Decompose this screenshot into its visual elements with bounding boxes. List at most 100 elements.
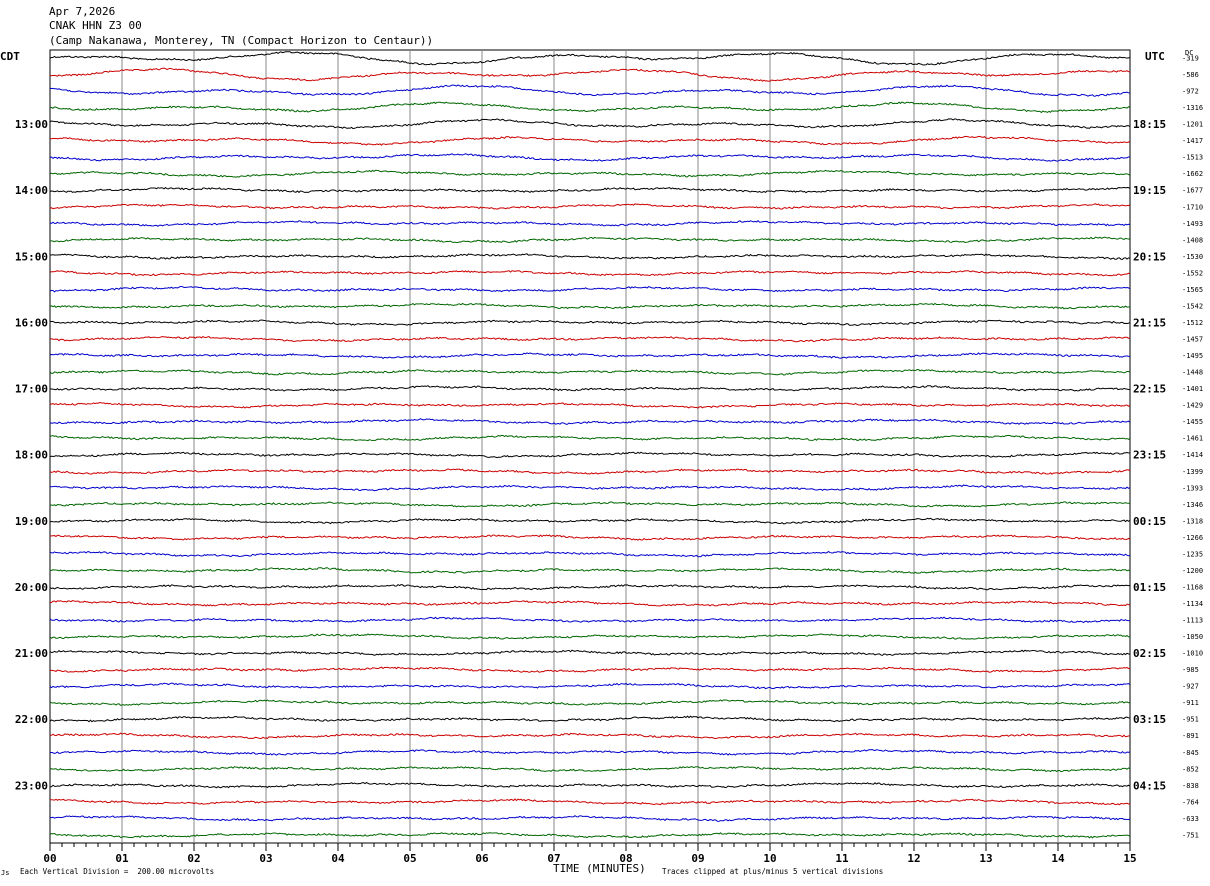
x-tick-label: 13 [979,852,992,865]
dc-offset-label: -751 [1182,831,1199,839]
seismic-trace [49,302,1131,310]
seismic-trace [49,253,1131,260]
dc-offset-label: -1710 [1182,203,1203,211]
dc-offset-label: -1346 [1182,501,1203,509]
left-hour-label: 23:00 [15,779,48,792]
x-tick-label: 08 [619,852,632,865]
dc-offset-label: -1677 [1182,187,1203,195]
seismic-trace [49,748,1131,756]
seismic-trace [49,51,1131,66]
dc-offset-label: -1266 [1182,534,1203,542]
x-tick-label: 11 [835,852,849,865]
seismic-trace [49,418,1131,425]
dc-offset-label: -1513 [1182,154,1203,162]
dc-offset-label: -1318 [1182,517,1203,525]
seismic-trace [49,798,1131,806]
left-hour-label: 22:00 [15,713,48,726]
seismic-trace [49,236,1131,244]
seismic-trace [49,368,1131,376]
dc-offset-label: -845 [1182,749,1199,757]
left-hour-label: 18:00 [15,449,48,462]
dc-offset-label: -1113 [1182,617,1203,625]
x-tick-label: 09 [691,852,704,865]
dc-offset-label: -1316 [1182,104,1203,112]
seismic-trace [49,715,1131,723]
right-hour-label: 01:15 [1133,581,1166,594]
vertical-division-note: Each Vertical Division = 200.00 microvol… [20,867,215,876]
channel-id: CNAK HHN Z3 00 [49,19,142,32]
x-tick-label: 02 [187,852,200,865]
seismic-trace [49,633,1131,640]
dc-offset-label: -1050 [1182,633,1203,641]
dc-offset-label: -838 [1182,782,1199,790]
seismic-trace [49,169,1131,178]
dc-offset-label: -927 [1182,683,1199,691]
seismic-trace [49,335,1131,343]
x-tick-label: 05 [403,852,416,865]
left-hour-label: 21:00 [15,647,48,660]
dc-offset-label: -1429 [1182,402,1203,410]
seismic-trace [49,832,1131,839]
dc-offset-label: -1493 [1182,220,1203,228]
dc-offset-label: -1201 [1182,121,1203,129]
seismic-trace [49,270,1131,277]
dc-offset-label: -1448 [1182,369,1203,377]
dc-offset-label: -1393 [1182,484,1203,492]
seismic-trace [49,732,1131,740]
dc-offset-label: -985 [1182,666,1199,674]
left-hour-label: 20:00 [15,581,48,594]
left-hour-label: 14:00 [15,184,48,197]
dc-offset-label: -1530 [1182,253,1203,261]
left-hour-label: 19:00 [15,515,48,528]
dc-offset-label: -1200 [1182,567,1203,575]
dc-offset-label: -1134 [1182,600,1203,608]
clipping-note: Traces clipped at plus/minus 5 vertical … [662,867,884,876]
seismic-trace [49,135,1131,146]
dc-offset-label: -1542 [1182,302,1203,310]
dc-offset-label: -891 [1182,732,1199,740]
dc-offset-label: -586 [1182,71,1199,79]
seismic-trace [49,666,1131,673]
left-hour-label: 15:00 [15,250,48,263]
seismic-trace [49,385,1131,392]
dc-offset-label: -1417 [1182,137,1203,145]
seismic-trace [49,600,1131,607]
seismic-trace [49,285,1131,293]
x-tick-label: 06 [475,852,489,865]
seismic-trace [49,766,1131,773]
dc-offset-label: -1495 [1182,352,1203,360]
dc-offset-label: -1401 [1182,385,1203,393]
x-tick-label: 10 [763,852,776,865]
left-timezone-label: CDT [0,50,20,63]
seismic-trace [49,352,1131,360]
x-tick-label: 01 [115,852,129,865]
left-hour-label: 17:00 [15,383,48,396]
dc-offset-label: -1455 [1182,418,1203,426]
seismic-trace [49,186,1131,194]
corner-mark: Js [1,869,10,877]
dc-offset-label: -1010 [1182,650,1203,658]
seismic-trace [49,781,1131,789]
seismic-trace [49,84,1131,97]
seismic-trace [49,616,1131,624]
seismic-trace [49,550,1131,558]
seismic-trace [49,517,1131,525]
right-hour-label: 04:15 [1133,779,1166,792]
dc-offset-label: -764 [1182,798,1199,806]
x-tick-label: 03 [259,852,272,865]
dc-offset-label: -1512 [1182,319,1203,327]
dc-offset-label: -1552 [1182,269,1203,277]
x-tick-label: 14 [1051,852,1065,865]
dc-offset-label: -1399 [1182,468,1203,476]
right-hour-label: 00:15 [1133,515,1166,528]
seismic-trace [49,434,1131,442]
station-location: (Camp Nakanawa, Monterey, TN (Compact Ho… [49,34,434,47]
left-hour-label: 16:00 [15,316,48,329]
dc-offset-label: -1414 [1182,451,1203,459]
seismic-trace [49,153,1131,162]
right-hour-label: 21:15 [1133,316,1166,329]
dc-offset-label: -1565 [1182,286,1203,294]
plot-date: Apr 7,2026 [49,5,116,18]
x-tick-label: 07 [547,852,560,865]
seismic-trace [49,67,1131,82]
